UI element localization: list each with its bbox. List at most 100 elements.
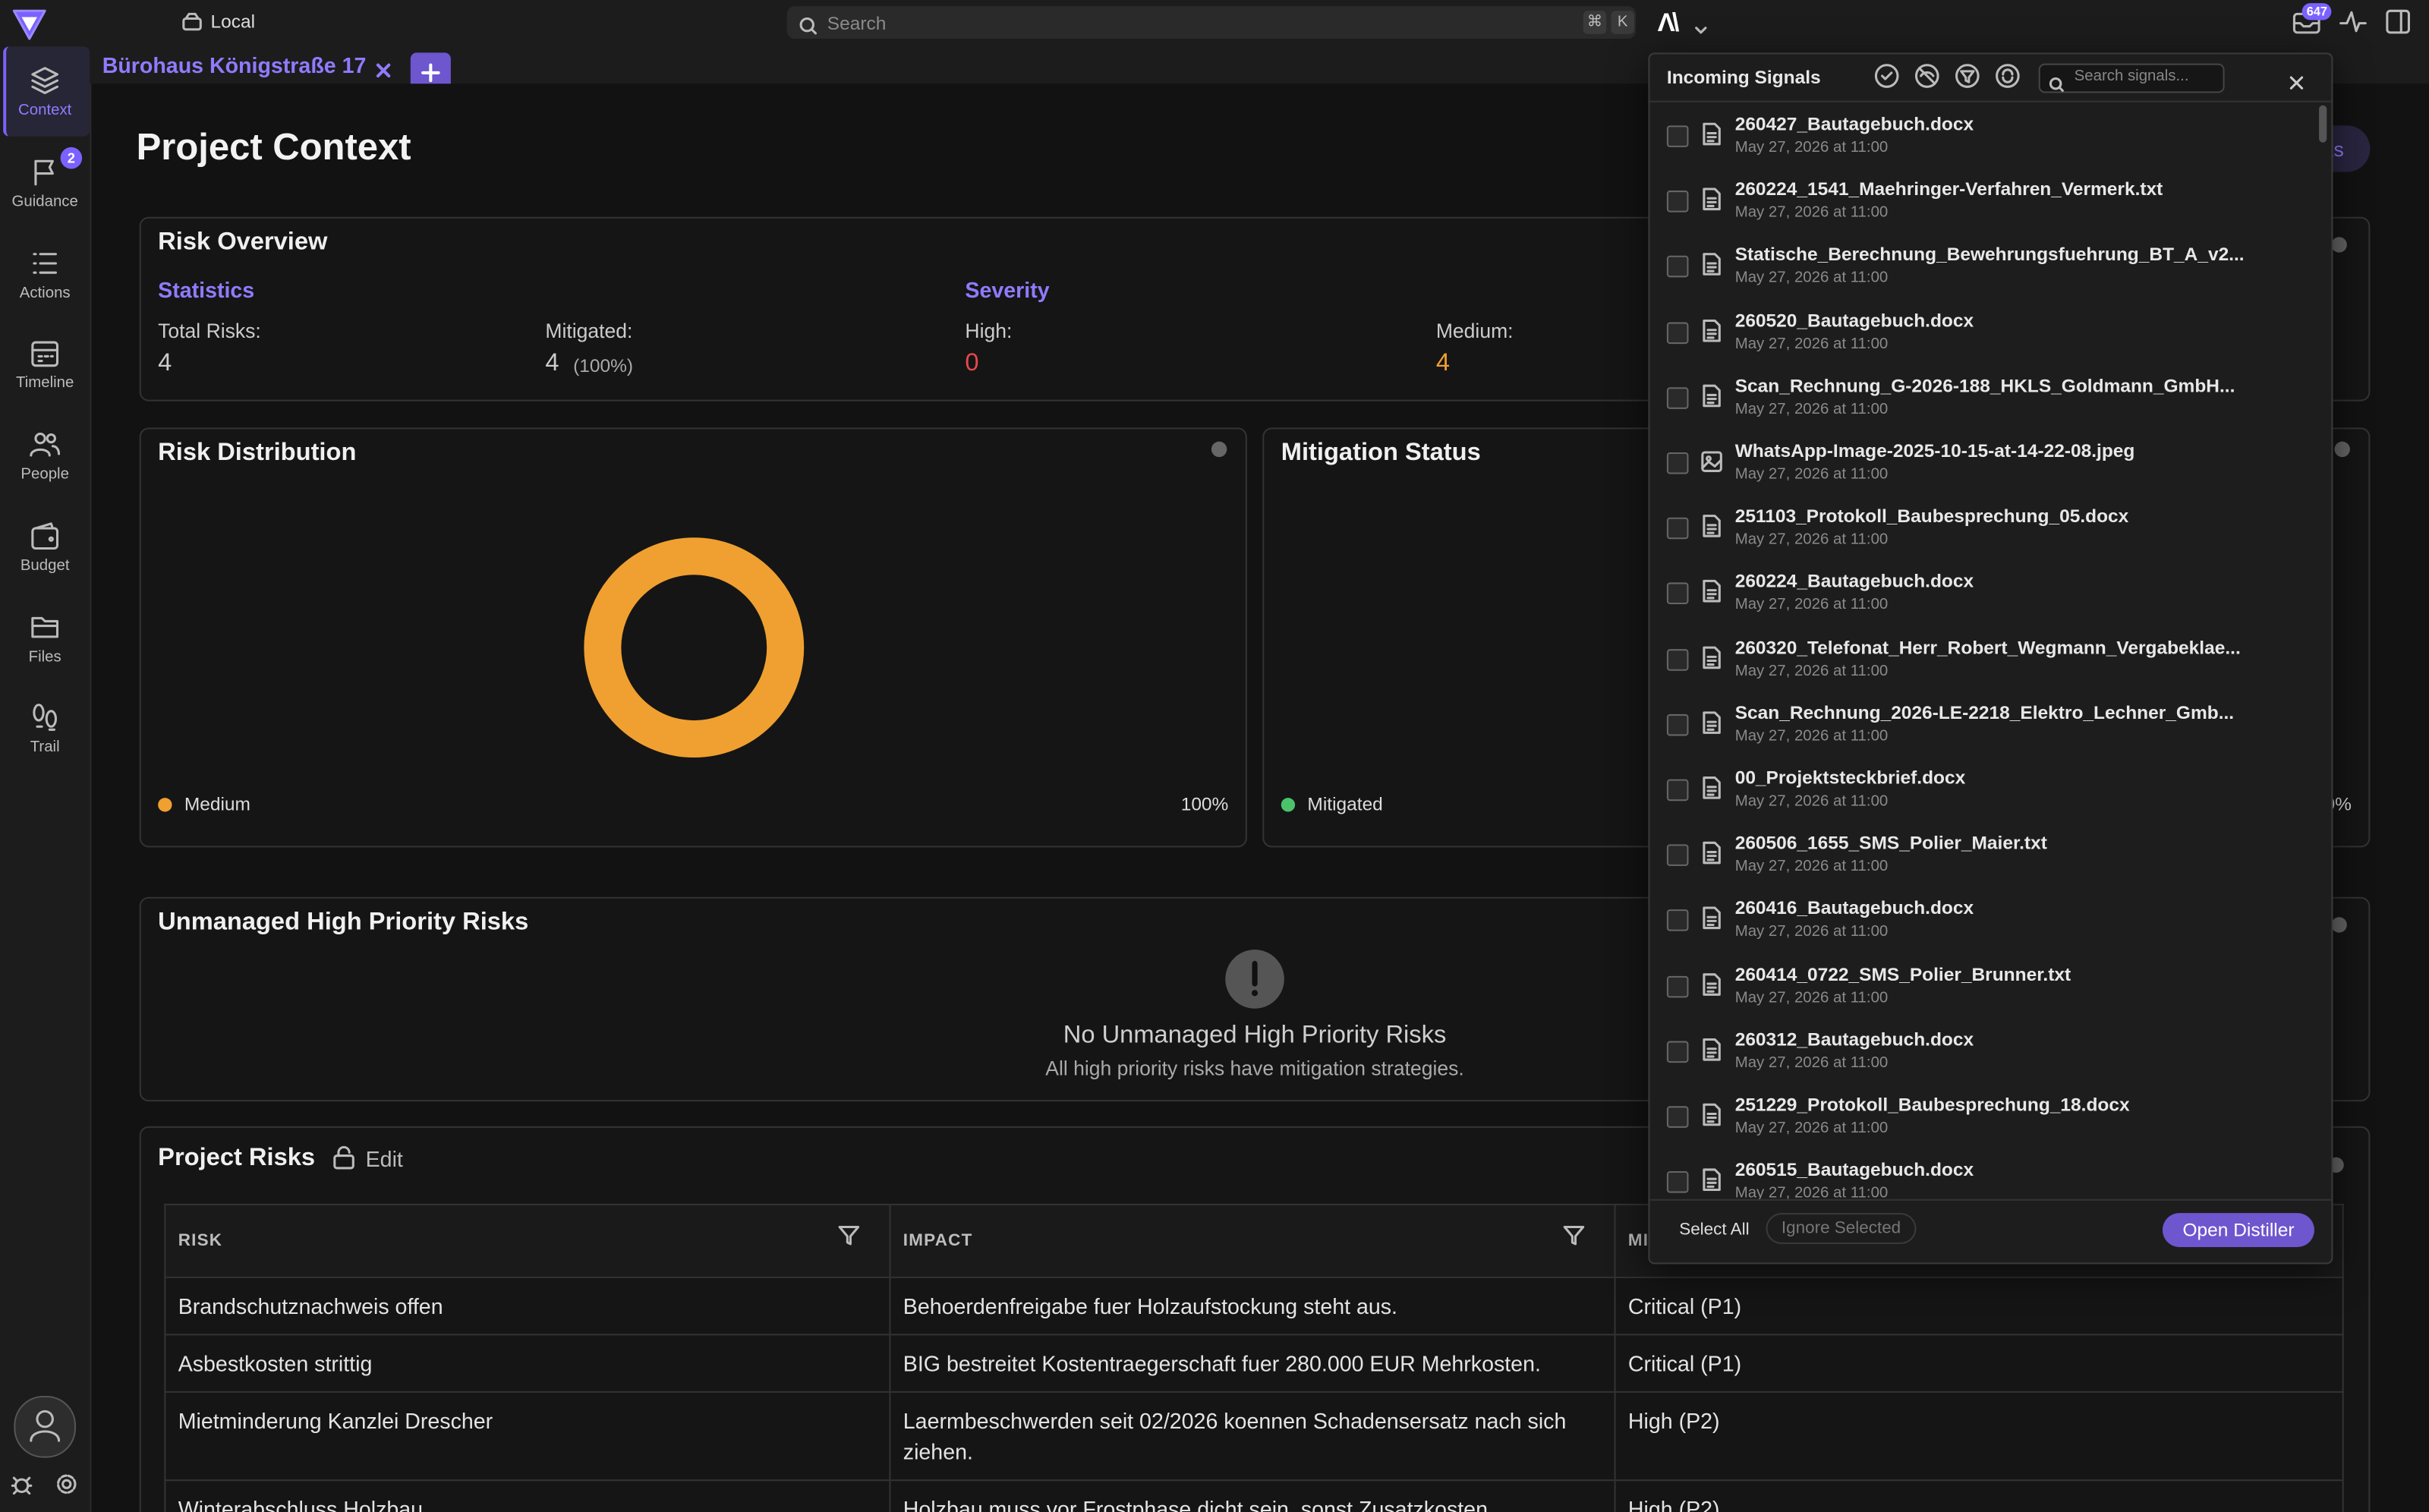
signal-item[interactable]: 251103_Protokoll_Baubesprechung_05.docx M… (1649, 504, 2316, 566)
lock-icon[interactable] (333, 1145, 355, 1170)
signals-search[interactable]: Search signals... (2038, 63, 2225, 93)
panel-action-icon[interactable] (1955, 64, 1980, 89)
signal-item[interactable]: 260515_Bautagebuch.docx May 27, 2026 at 1… (1649, 1158, 2316, 1199)
nav-item[interactable]: Files (0, 609, 90, 689)
checkbox[interactable] (1666, 191, 1689, 213)
icon-shape (34, 159, 54, 186)
nav-icon (30, 248, 61, 279)
icon-shape (2386, 9, 2410, 34)
stat-label: Mitigated: (545, 319, 633, 343)
checkbox[interactable] (1666, 125, 1689, 147)
avatar[interactable] (14, 1395, 76, 1458)
nav-item[interactable]: Timeline (0, 335, 90, 415)
select-all-button[interactable]: Select All (1679, 1221, 1750, 1240)
filter-icon[interactable] (1563, 1225, 1585, 1246)
checkbox[interactable] (1666, 256, 1689, 279)
icon-shape (1701, 451, 1722, 472)
document-icon (1703, 842, 1721, 865)
checkbox[interactable] (1666, 1171, 1689, 1193)
icon-shape (1703, 253, 1721, 276)
ignore-selected-button[interactable]: Ignore Selected (1766, 1213, 1917, 1244)
panel-action-icon[interactable] (1996, 64, 2021, 89)
checkbox[interactable] (1666, 648, 1689, 670)
icon-shape (1703, 1038, 1721, 1061)
edit-button[interactable]: Edit (365, 1146, 403, 1171)
panel-action-icon[interactable] (1874, 64, 1899, 89)
legend-value: 100% (1180, 792, 1229, 815)
signal-item[interactable]: 260414_0722_SMS_Polier_Brunner.txt May 27… (1649, 962, 2316, 1024)
signal-item[interactable]: Scan_Rechnung_2026-LE-2218_Elektro_Lechn… (1649, 700, 2316, 762)
icon-shape (1703, 645, 1721, 669)
tab-label[interactable]: Bürohaus Königstraße 17 (102, 52, 367, 78)
icon-shape (1703, 1168, 1721, 1192)
signal-item[interactable]: 260520_Bautagebuch.docx May 27, 2026 at 1… (1649, 307, 2316, 370)
nav-icon (30, 65, 61, 96)
checkbox[interactable] (1666, 386, 1689, 409)
signal-item[interactable]: 260224_1541_Maehringer-Verfahren_Vermerk… (1649, 177, 2316, 239)
icon-shape (34, 432, 46, 445)
signal-item[interactable]: 260506_1655_SMS_Polier_Maier.txt May 27, … (1649, 830, 2316, 893)
nav-item[interactable]: Guidance 2 (0, 146, 90, 234)
checkbox[interactable] (1666, 975, 1689, 997)
checkbox[interactable] (1666, 518, 1689, 540)
checkbox[interactable] (1666, 1041, 1689, 1063)
signal-item[interactable]: Scan_Rechnung_G-2026-188_HKLS_Goldmann_G… (1649, 373, 2316, 435)
activity-icon[interactable] (2339, 9, 2368, 34)
signal-item[interactable]: 260320_Telefonat_Herr_Robert_Wegmann_Ver… (1649, 635, 2316, 697)
bug-icon[interactable] (11, 1473, 33, 1495)
icon-shape (2339, 11, 2367, 33)
search-box[interactable]: Search ⌘ K (786, 6, 1637, 39)
table-cell: Brandschutznachweis offen (164, 1276, 891, 1336)
close-icon[interactable] (2289, 70, 2304, 90)
checkbox[interactable] (1666, 713, 1689, 736)
icon-shape (333, 1145, 354, 1170)
signal-item[interactable]: 251229_Protokoll_Baubesprechung_18.docx M… (1649, 1092, 2316, 1154)
checkbox[interactable] (1666, 583, 1689, 605)
filter-icon[interactable] (838, 1225, 860, 1246)
nav-item[interactable]: People (0, 426, 90, 506)
panel-action-icon[interactable] (1914, 64, 1939, 89)
icon-shape (45, 710, 57, 728)
nav-item[interactable]: Budget (0, 518, 90, 598)
signal-item[interactable]: Statische_Berechnung_Bewehrungsfuehrung_… (1649, 242, 2316, 304)
open-distiller-button[interactable]: Open Distiller (2162, 1213, 2315, 1248)
checkbox[interactable] (1666, 909, 1689, 932)
checkbox[interactable] (1666, 452, 1689, 474)
brand-dropdown[interactable] (1695, 15, 1707, 34)
icon-shape (30, 1410, 61, 1442)
icon-shape (1706, 720, 1717, 731)
location-label: Local (210, 11, 256, 33)
new-tab-button[interactable] (410, 52, 451, 84)
signal-item[interactable]: 260312_Bautagebuch.docx May 27, 2026 at 1… (1649, 1027, 2316, 1089)
tab-close[interactable] (376, 58, 391, 78)
document-icon (1703, 1168, 1721, 1192)
icon-shape (48, 536, 54, 542)
icon-shape (33, 253, 57, 274)
icon-shape (1211, 441, 1227, 458)
signal-item[interactable]: 00_Projektsteckbrief.docx May 27, 2026 at… (1649, 765, 2316, 827)
panel-toggle-icon[interactable] (2386, 9, 2411, 34)
nav-item[interactable]: Trail (0, 698, 90, 779)
icon-shape (34, 522, 54, 530)
nav-item[interactable]: Actions (0, 244, 90, 325)
signal-item[interactable]: 260224_Bautagebuch.docx May 27, 2026 at 1… (1649, 569, 2316, 632)
checkbox[interactable] (1666, 844, 1689, 867)
signal-item[interactable]: WhatsApp-Image-2025-10-15-at-14-22-08.jp… (1649, 439, 2316, 501)
checkbox[interactable] (1666, 779, 1689, 802)
panel-title: Incoming Signals (1666, 66, 1821, 89)
checkbox[interactable] (1666, 1106, 1689, 1128)
shortcut-key: K (1611, 11, 1635, 34)
icon-shape (30, 1430, 61, 1442)
settings-icon[interactable] (55, 1473, 77, 1495)
icon-shape (1881, 71, 1893, 80)
signal-item[interactable]: 260427_Bautagebuch.docx May 27, 2026 at 1… (1649, 112, 2316, 174)
icon-shape (838, 1225, 860, 1246)
icon-shape (61, 1479, 72, 1489)
table-cell: Mietminderung Kanzlei Drescher (164, 1391, 891, 1482)
icon-shape (1874, 64, 1899, 88)
signal-item[interactable]: 260416_Bautagebuch.docx May 27, 2026 at 1… (1649, 896, 2316, 958)
icon-shape (33, 704, 45, 722)
checkbox[interactable] (1666, 321, 1689, 344)
nav-item[interactable]: Context (0, 62, 90, 143)
stat-label: Total Risks: (158, 319, 261, 343)
